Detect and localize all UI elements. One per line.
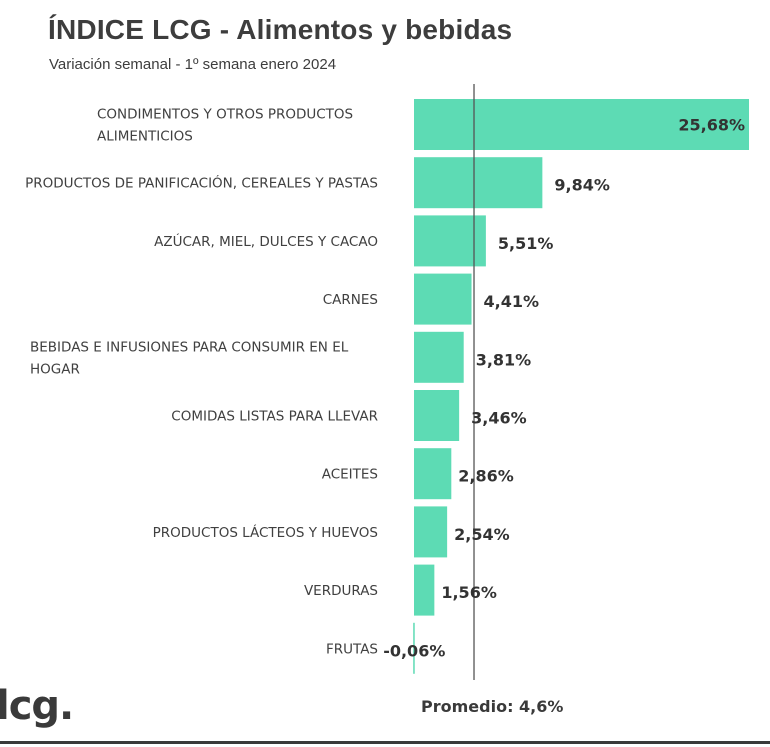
bar-3 (414, 273, 472, 325)
bottom-divider (0, 741, 770, 744)
bar-7 (414, 506, 448, 558)
bar-9 (413, 622, 415, 674)
bar-2 (414, 215, 486, 267)
category-label: PRODUCTOS LÁCTEOS Y HUEVOS (153, 524, 378, 541)
value-label: 3,81% (476, 350, 532, 369)
category-label: AZÚCAR, MIEL, DULCES Y CACAO (154, 232, 378, 250)
value-label: -0,06% (383, 641, 445, 660)
bar-4 (414, 331, 464, 383)
category-labels-group: CONDIMENTOS Y OTROS PRODUCTOS ALIMENTICIO… (25, 107, 378, 658)
value-label: 4,41% (484, 292, 540, 311)
category-label: PRODUCTOS DE PANIFICACIÓN, CEREALES Y PA… (25, 174, 378, 192)
value-labels-group: 25,68% 9,84% 5,51% 4,41% 3,81% 3,46% 2,86% 2,54… (383, 116, 745, 661)
category-label: ACEITES (322, 467, 378, 483)
category-label: COMIDAS LISTAS PARA LLEVAR (171, 409, 378, 425)
value-label: 9,84% (554, 176, 610, 195)
bar-5 (414, 390, 460, 441)
lcg-logo: lcg. (0, 683, 74, 729)
bar-1 (414, 157, 543, 209)
bar-8 (414, 564, 435, 616)
value-label: 1,56% (441, 583, 497, 602)
category-label: CONDIMENTOS Y OTROS PRODUCTOS ALIMENTICIO… (97, 107, 353, 145)
value-label: 5,51% (498, 234, 554, 253)
category-label: CARNES (323, 292, 378, 308)
value-label: 25,68% (678, 116, 745, 135)
bar-6 (414, 448, 452, 500)
chart-subtitle: Variación semanal - 1º semana enero 2024 (49, 56, 337, 73)
value-label: 2,86% (458, 467, 514, 486)
value-label: 2,54% (454, 525, 510, 544)
value-label: 3,46% (471, 409, 527, 428)
chart-title: ÍNDICE LCG - Alimentos y bebidas (48, 14, 513, 45)
average-label: Promedio: 4,6% (421, 697, 564, 716)
category-label: BEBIDAS E INFUSIONES PARA CONSUMIR EN EL… (30, 339, 349, 377)
category-label: FRUTAS (326, 641, 378, 657)
bar-0 (414, 99, 749, 150)
category-label: VERDURAS (304, 583, 378, 599)
